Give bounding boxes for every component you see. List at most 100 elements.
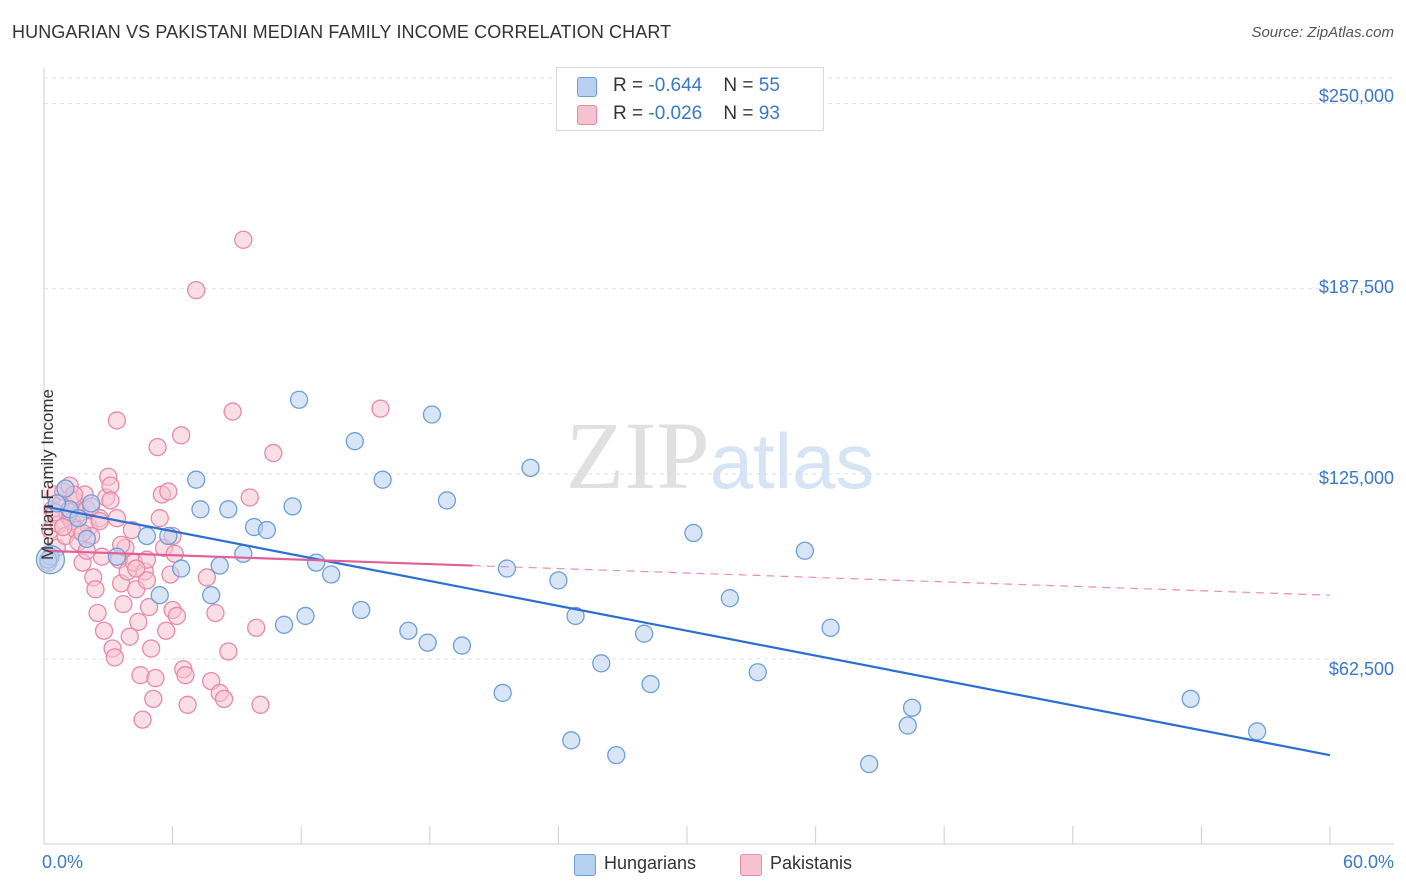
data-point <box>214 689 234 709</box>
data-point <box>167 606 187 626</box>
hungarian-points <box>35 390 1267 774</box>
pakistani-swatch <box>740 854 762 876</box>
data-point <box>197 568 217 587</box>
data-point <box>88 603 107 623</box>
data-point <box>150 509 169 528</box>
data-point <box>105 648 124 667</box>
data-point <box>150 586 169 605</box>
data-point <box>521 458 540 477</box>
data-point <box>748 663 767 682</box>
data-point <box>142 639 161 658</box>
data-point <box>720 589 740 608</box>
data-point <box>129 612 148 632</box>
data-point <box>821 618 840 637</box>
data-point <box>240 488 259 507</box>
source-label: Source: ZipAtlas.com <box>1251 24 1394 41</box>
data-point <box>56 479 75 498</box>
hungarian-swatch <box>577 77 597 97</box>
data-point <box>283 497 302 516</box>
data-point <box>607 745 626 765</box>
data-point <box>219 500 238 519</box>
y-axis-label: Median Family Income <box>38 388 57 560</box>
data-point <box>157 621 176 640</box>
n-label: N = <box>723 103 759 124</box>
n-label: N = <box>723 75 759 96</box>
data-point <box>289 390 309 409</box>
data-point <box>148 437 167 457</box>
data-point <box>247 618 266 637</box>
data-point <box>191 500 210 519</box>
data-point <box>178 695 197 714</box>
data-point <box>898 716 917 735</box>
data-point <box>418 633 437 652</box>
correlation-legend: R = -0.644 N = 55 R = -0.026 N = 93 <box>556 67 824 131</box>
data-point <box>274 615 294 634</box>
r-value: -0.026 <box>648 103 703 124</box>
data-point <box>219 642 238 661</box>
data-point <box>82 494 101 513</box>
data-point <box>159 482 178 501</box>
data-point <box>257 520 277 540</box>
y-tick-label: $62,500 <box>1328 659 1394 679</box>
data-point <box>210 556 229 575</box>
r-label: R = <box>613 103 649 124</box>
data-point <box>101 491 120 510</box>
data-point <box>107 411 127 430</box>
data-point <box>562 731 581 750</box>
data-point <box>1247 722 1267 741</box>
data-point <box>139 597 159 617</box>
n-value: 93 <box>758 103 780 124</box>
hungarian-trend-line <box>43 505 1331 757</box>
data-point <box>144 689 163 709</box>
data-point <box>94 621 114 640</box>
data-point <box>296 606 315 626</box>
data-point <box>566 606 585 626</box>
chart-title: HUNGARIAN VS PAKISTANI MEDIAN FAMILY INC… <box>12 22 672 42</box>
data-point <box>592 654 611 673</box>
data-point <box>120 627 139 646</box>
data-point <box>187 280 206 300</box>
y-tick-label: $187,500 <box>1318 277 1394 297</box>
data-point <box>206 603 225 623</box>
trend-lines <box>43 505 1331 757</box>
data-point <box>234 230 253 249</box>
data-point <box>35 545 66 575</box>
axes <box>43 68 1394 845</box>
watermark-zip: ZIP <box>566 402 710 509</box>
data-point <box>107 547 127 566</box>
r-label: R = <box>613 75 649 96</box>
data-point <box>352 600 371 620</box>
data-point <box>322 565 341 584</box>
r-value: -0.644 <box>648 75 703 96</box>
n-value: 55 <box>758 75 780 96</box>
data-point <box>641 674 660 694</box>
data-point <box>86 580 105 599</box>
data-point <box>114 594 133 614</box>
watermark: ZIPatlas <box>566 402 875 509</box>
data-point <box>795 541 815 560</box>
data-point <box>172 559 191 578</box>
legend-label: Hungarians <box>604 853 697 873</box>
series-legend: Hungarians Pakistanis <box>0 852 1406 878</box>
data-point <box>497 559 517 578</box>
data-point <box>437 491 457 510</box>
hungarian-swatch <box>574 854 596 876</box>
data-point <box>133 710 152 729</box>
data-point <box>634 624 654 643</box>
data-point <box>146 668 165 688</box>
data-point <box>176 666 195 685</box>
data-point <box>399 621 418 640</box>
data-point <box>902 698 922 717</box>
data-point <box>307 553 326 572</box>
data-point <box>137 526 157 546</box>
x-tick-label: 0.0% <box>42 852 84 872</box>
grid-lines <box>44 77 1394 660</box>
data-point <box>371 399 390 418</box>
data-point <box>187 470 206 489</box>
data-point <box>1181 689 1200 709</box>
data-point <box>452 636 472 655</box>
data-point <box>77 529 97 549</box>
data-point <box>137 571 157 590</box>
data-point <box>264 443 283 463</box>
data-point <box>223 402 242 421</box>
